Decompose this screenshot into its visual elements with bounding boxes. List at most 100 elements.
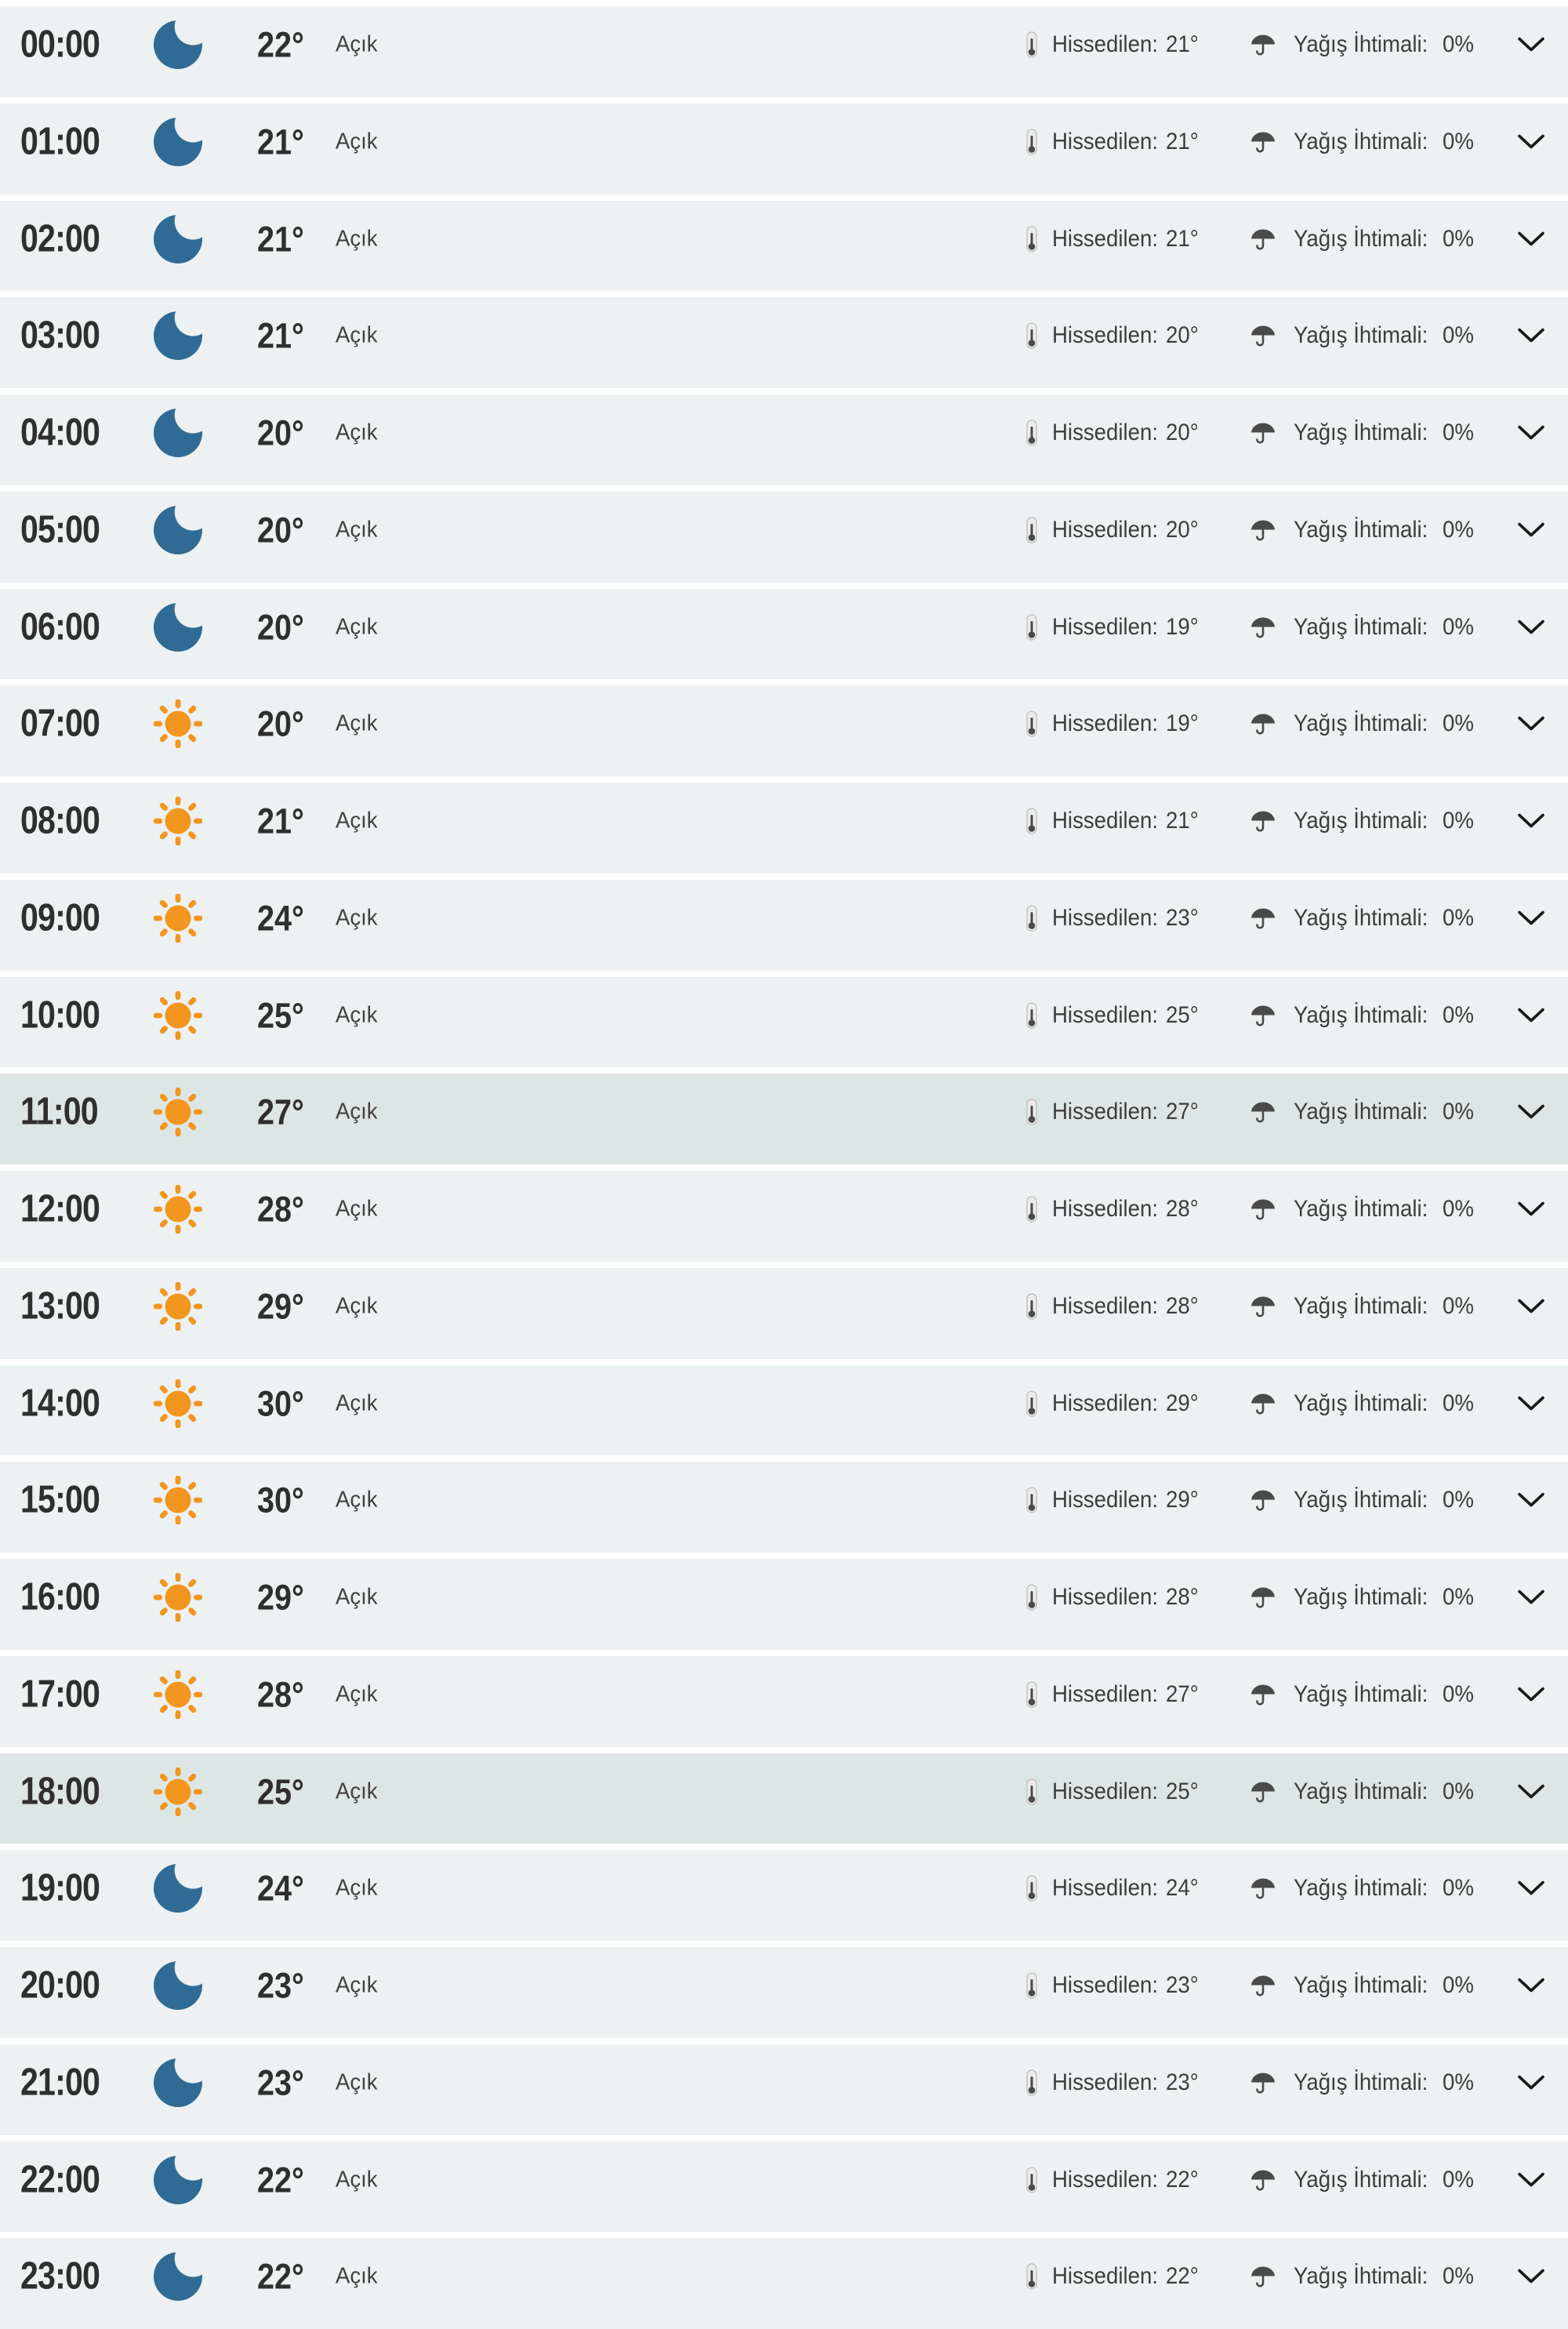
- forecast-row-card[interactable]: 01:00 21°: [0, 103, 1568, 194]
- thermometer-icon: [1026, 1584, 1037, 1611]
- forecast-row-card[interactable]: 00:00 22°: [0, 6, 1568, 97]
- precipitation-value: 0%: [1443, 1584, 1474, 1610]
- forecast-row[interactable]: 03:00 21°: [0, 291, 1568, 388]
- forecast-row-card[interactable]: 07:00 20°: [0, 685, 1568, 776]
- forecast-row[interactable]: 07:00 20°: [0, 679, 1568, 776]
- forecast-row-card[interactable]: 19:00 24°: [0, 1850, 1568, 1941]
- chevron-down-icon[interactable]: [1518, 2075, 1544, 2090]
- forecast-row-card[interactable]: 04:00 20°: [0, 394, 1568, 485]
- chevron-down-icon[interactable]: [1518, 134, 1544, 149]
- forecast-row-card[interactable]: 10:00 25°: [0, 976, 1568, 1068]
- forecast-row[interactable]: 20:00 23°: [0, 1941, 1568, 2038]
- umbrella-icon: [1251, 35, 1275, 56]
- forecast-row[interactable]: 10:00 25°: [0, 971, 1568, 1068]
- precipitation-label: Yağış İhtimali:: [1294, 2166, 1428, 2193]
- chevron-down-icon[interactable]: [1518, 1978, 1544, 1993]
- forecast-row[interactable]: 23:00 22°: [0, 2232, 1568, 2329]
- forecast-row-card[interactable]: 18:00 25°: [0, 1753, 1568, 1844]
- chevron-down-icon[interactable]: [1518, 619, 1544, 634]
- precipitation-value: 0%: [1443, 1001, 1474, 1028]
- umbrella-icon: [1251, 1490, 1275, 1511]
- time-label: 01:00: [20, 120, 100, 163]
- forecast-row[interactable]: 22:00 22°: [0, 2135, 1568, 2233]
- chevron-down-icon[interactable]: [1518, 1396, 1544, 1411]
- chevron-down-icon[interactable]: [1518, 1784, 1544, 1799]
- forecast-row-card[interactable]: 06:00 20°: [0, 588, 1568, 680]
- feels-like-label: Hissedilen:: [1052, 1292, 1158, 1319]
- forecast-row-card[interactable]: 22:00 22°: [0, 2141, 1568, 2233]
- forecast-row-card[interactable]: 13:00 29°: [0, 1267, 1568, 1359]
- forecast-row[interactable]: 13:00 29°: [0, 1262, 1568, 1359]
- forecast-row[interactable]: 00:00 22°: [0, 0, 1568, 97]
- chevron-down-icon[interactable]: [1518, 231, 1544, 246]
- forecast-row-card[interactable]: 23:00 22°: [0, 2238, 1568, 2329]
- time-label: 14:00: [20, 1382, 100, 1424]
- forecast-row-card[interactable]: 02:00 21°: [0, 200, 1568, 292]
- chevron-down-icon[interactable]: [1518, 1104, 1544, 1120]
- forecast-row-card[interactable]: 03:00 21°: [0, 297, 1568, 388]
- feels-like-label: Hissedilen:: [1052, 904, 1158, 931]
- forecast-row-card[interactable]: 11:00 27°: [0, 1074, 1568, 1164]
- forecast-row[interactable]: 04:00 20°: [0, 388, 1568, 485]
- forecast-row-card[interactable]: 12:00 28°: [0, 1171, 1568, 1262]
- forecast-row-card[interactable]: 16:00 29°: [0, 1559, 1568, 1650]
- forecast-row[interactable]: 08:00 21°: [0, 776, 1568, 874]
- umbrella-icon: [1251, 520, 1275, 541]
- chevron-down-icon[interactable]: [1518, 1299, 1544, 1313]
- chevron-down-icon[interactable]: [1518, 2172, 1544, 2187]
- precipitation-label: Yağış İhtimali:: [1294, 1487, 1428, 1513]
- weather-icon-box: [154, 505, 202, 554]
- forecast-row-card[interactable]: 14:00 30°: [0, 1364, 1568, 1456]
- temperature-value: 28°: [257, 1189, 304, 1230]
- forecast-row[interactable]: 14:00 30°: [0, 1359, 1568, 1456]
- forecast-row[interactable]: 18:00 25°: [0, 1747, 1568, 1844]
- forecast-row[interactable]: 16:00 29°: [0, 1553, 1568, 1650]
- precipitation-label: Yağış İhtimali:: [1294, 128, 1428, 154]
- chevron-down-icon[interactable]: [1518, 1590, 1544, 1605]
- forecast-row[interactable]: 05:00 20°: [0, 485, 1568, 583]
- forecast-row-card[interactable]: 05:00 20°: [0, 491, 1568, 583]
- forecast-row-card[interactable]: 21:00 23°: [0, 2044, 1568, 2135]
- forecast-row[interactable]: 19:00 24°: [0, 1844, 1568, 1941]
- thermometer-icon: [1026, 420, 1037, 446]
- feels-like-value: 25°: [1166, 1778, 1199, 1804]
- thermometer-icon: [1026, 517, 1037, 543]
- forecast-row[interactable]: 01:00 21°: [0, 97, 1568, 194]
- sun-icon: [154, 1281, 202, 1331]
- chevron-down-icon[interactable]: [1518, 2269, 1544, 2284]
- precipitation-value: 0%: [1443, 904, 1474, 931]
- forecast-row[interactable]: 15:00 30°: [0, 1455, 1568, 1553]
- chevron-down-icon[interactable]: [1518, 1008, 1544, 1023]
- forecast-row[interactable]: 11:00 27°: [0, 1067, 1568, 1164]
- forecast-row-card[interactable]: 15:00 30°: [0, 1462, 1568, 1553]
- forecast-row[interactable]: 09:00 24°: [0, 874, 1568, 971]
- chevron-down-icon[interactable]: [1518, 1880, 1544, 1896]
- time-label: 05:00: [20, 508, 100, 551]
- chevron-down-icon[interactable]: [1518, 716, 1544, 732]
- forecast-row[interactable]: 02:00 21°: [0, 194, 1568, 292]
- time-label: 15:00: [20, 1478, 100, 1521]
- precipitation-label: Yağış İhtimali:: [1294, 1680, 1428, 1707]
- forecast-row-card[interactable]: 17:00 28°: [0, 1655, 1568, 1747]
- temperature-value: 20°: [257, 510, 304, 550]
- chevron-down-icon[interactable]: [1518, 1687, 1544, 1702]
- forecast-row-card[interactable]: 20:00 23°: [0, 1947, 1568, 2038]
- forecast-row-card[interactable]: 09:00 24°: [0, 879, 1568, 971]
- forecast-row[interactable]: 17:00 28°: [0, 1650, 1568, 1747]
- chevron-down-icon[interactable]: [1518, 813, 1544, 829]
- chevron-down-icon[interactable]: [1518, 425, 1544, 441]
- forecast-row[interactable]: 06:00 20°: [0, 583, 1568, 680]
- chevron-down-icon[interactable]: [1518, 1492, 1544, 1508]
- chevron-down-icon[interactable]: [1518, 522, 1544, 537]
- precipitation-value: 0%: [1443, 710, 1474, 737]
- chevron-down-icon[interactable]: [1518, 37, 1544, 53]
- forecast-row[interactable]: 21:00 23°: [0, 2038, 1568, 2135]
- chevron-down-icon[interactable]: [1518, 910, 1544, 925]
- chevron-down-icon[interactable]: [1518, 1201, 1544, 1217]
- thermometer-icon: [1026, 2166, 1037, 2193]
- moon-icon: [154, 602, 202, 652]
- forecast-row-card[interactable]: 08:00 21°: [0, 783, 1568, 874]
- forecast-row[interactable]: 12:00 28°: [0, 1164, 1568, 1262]
- chevron-down-icon[interactable]: [1518, 328, 1544, 343]
- sun-icon: [154, 1185, 202, 1234]
